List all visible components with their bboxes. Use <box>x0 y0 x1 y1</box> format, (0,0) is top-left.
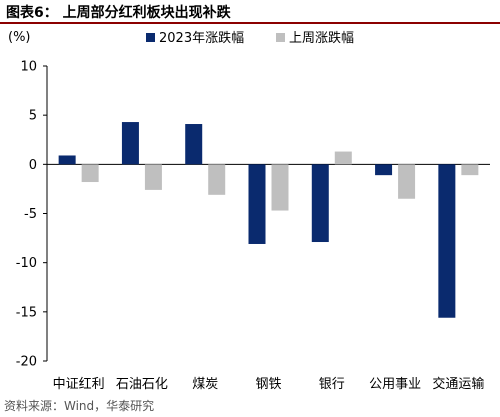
bar-2023 <box>311 164 329 243</box>
legend: 2023年涨跌幅 上周涨跌幅 <box>146 30 354 46</box>
bar-last-week <box>461 164 479 176</box>
x-tick-label: 公用事业 <box>369 377 421 392</box>
x-tick-label: 石油石化 <box>116 377 168 392</box>
bar-last-week <box>144 164 162 190</box>
bar-chart: (%) 10 5 0 -5 -10 -15 -20 中证红利 石油石化 煤炭 钢铁 银行 公用事业 交通运… <box>8 30 490 392</box>
title-bar: 图表6： 上周部分红利板块出现补跌 <box>0 0 500 24</box>
legend-swatch <box>276 33 285 42</box>
y-tick-label: 0 <box>29 158 37 173</box>
legend-label: 上周涨跌幅 <box>289 30 354 46</box>
source-note: 资料来源：Wind，华泰研究 <box>4 399 155 413</box>
bar-last-week <box>81 164 99 183</box>
y-tick-label: -10 <box>16 256 37 271</box>
legend-label: 2023年涨跌幅 <box>159 30 244 46</box>
bars <box>58 122 479 318</box>
x-tick-label: 银行 <box>319 377 345 392</box>
y-tick-label: 5 <box>29 109 37 124</box>
x-tick-label: 钢铁 <box>255 377 281 392</box>
bar-2023 <box>438 164 456 318</box>
y-axis: (%) 10 5 0 -5 -10 -15 -20 <box>8 30 48 370</box>
chart-title: 图表6： 上周部分红利板块出现补跌 <box>6 5 231 21</box>
x-axis: 中证红利 石油石化 煤炭 钢铁 银行 公用事业 交通运输 <box>47 163 490 392</box>
y-tick-label: 10 <box>20 60 37 75</box>
bar-2023 <box>121 122 139 165</box>
bar-2023 <box>375 164 393 176</box>
bar-2023 <box>185 124 203 165</box>
y-tick-label: -20 <box>16 355 37 370</box>
bar-last-week <box>398 164 416 199</box>
bar-last-week <box>271 164 289 211</box>
y-unit-label: (%) <box>8 30 31 45</box>
legend-swatch <box>146 33 155 42</box>
bar-last-week <box>334 151 352 165</box>
y-tick-label: -15 <box>16 305 37 320</box>
bar-2023 <box>58 155 76 165</box>
bar-2023 <box>248 164 266 244</box>
x-tick-label: 中证红利 <box>53 376 105 392</box>
y-tick-label: -5 <box>24 207 37 222</box>
x-tick-label: 煤炭 <box>192 377 218 392</box>
title-underline <box>0 22 500 24</box>
x-tick-label: 交通运输 <box>432 376 484 392</box>
bar-last-week <box>208 164 226 195</box>
